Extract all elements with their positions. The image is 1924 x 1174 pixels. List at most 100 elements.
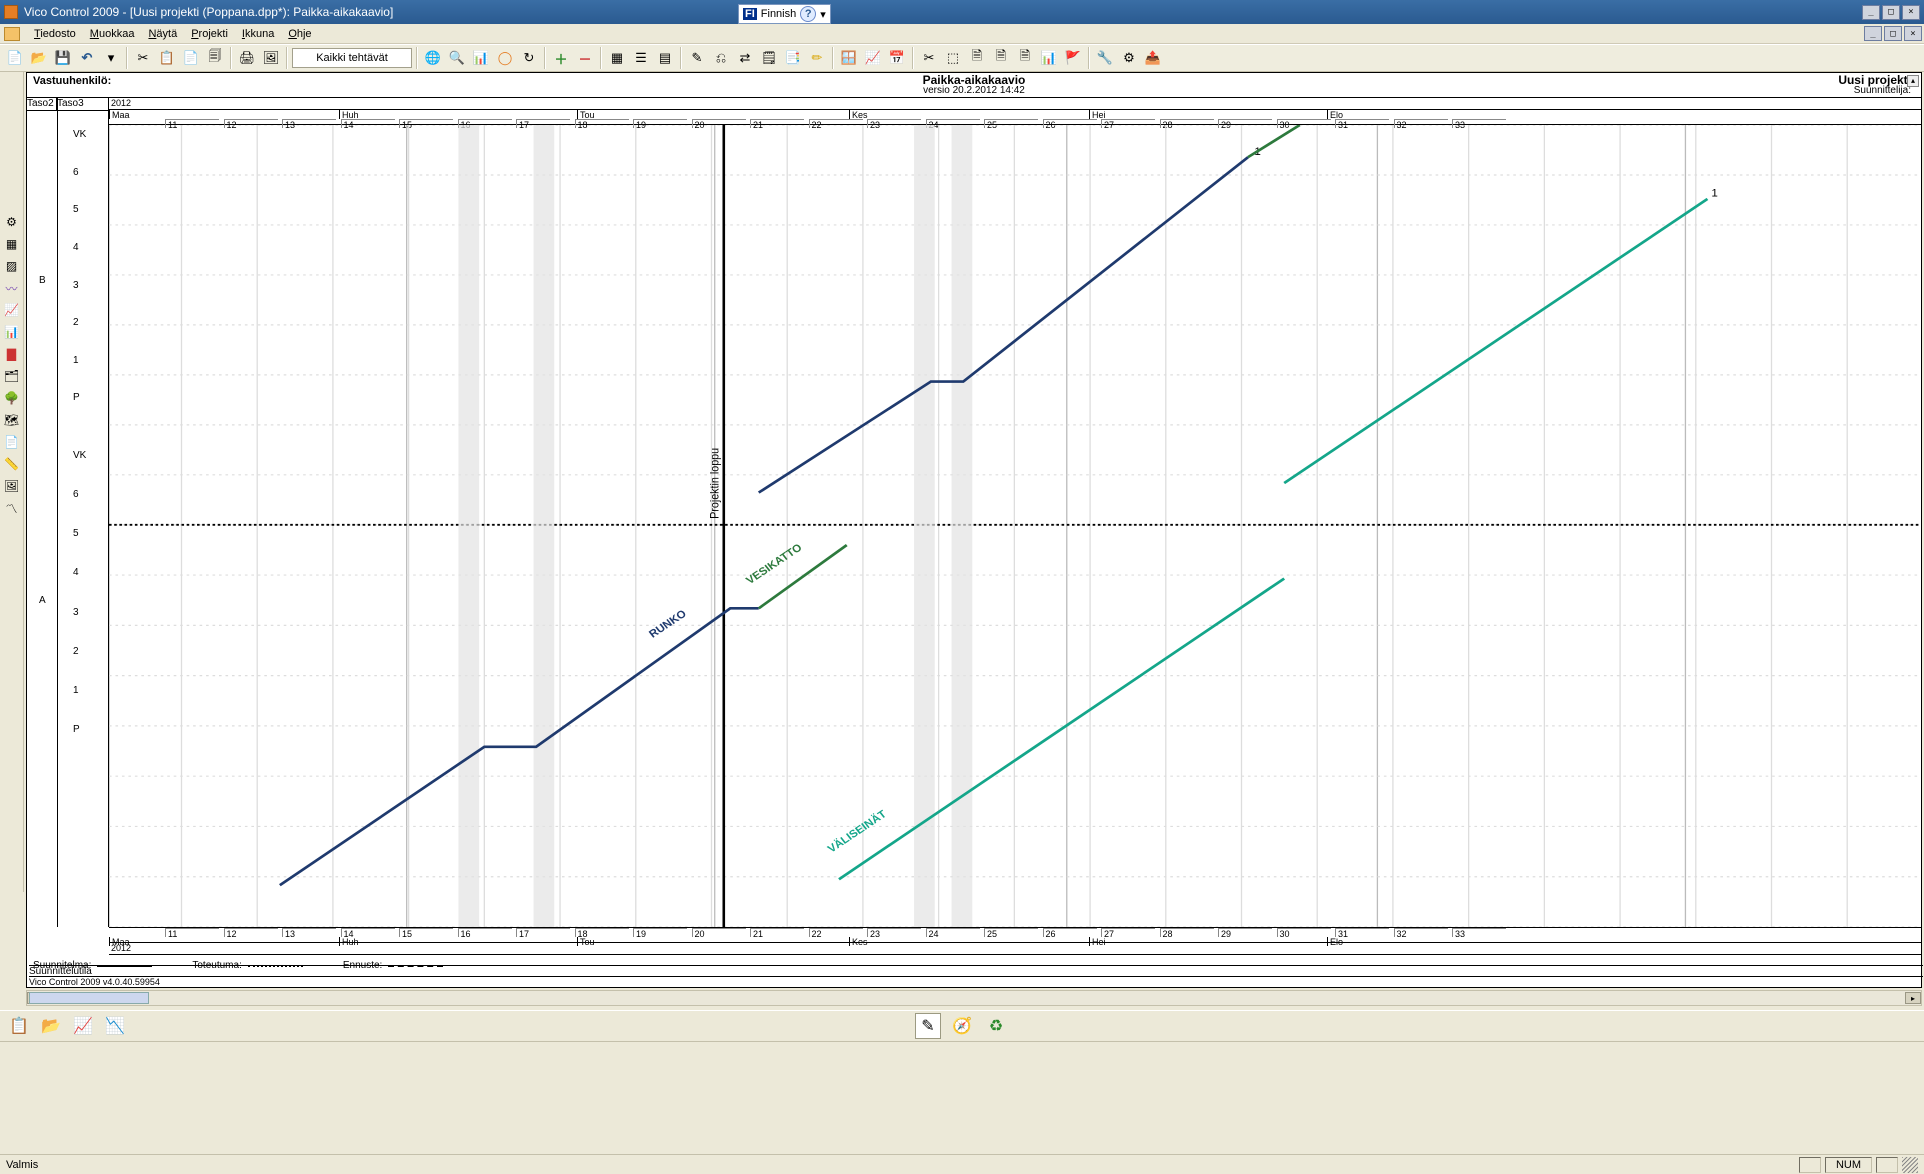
org-icon[interactable]: 🗺 <box>2 410 22 430</box>
note-icon[interactable]: 🗒 <box>758 47 780 69</box>
scroll-right-button[interactable]: ▸ <box>1905 992 1921 1004</box>
list-icon[interactable]: ☰ <box>630 47 652 69</box>
globe-icon[interactable]: 🌐 <box>422 47 444 69</box>
compass-icon[interactable]: 🧭 <box>949 1013 975 1039</box>
win-icon[interactable]: 🪟 <box>838 47 860 69</box>
mdi-close-button[interactable]: × <box>1904 26 1922 41</box>
save-icon[interactable]: 💾 <box>52 47 74 69</box>
gridview-icon[interactable]: ▦ <box>2 234 22 254</box>
menu-window[interactable]: Ikkuna <box>236 26 280 42</box>
scroll-thumb[interactable] <box>29 992 149 1004</box>
link-icon[interactable]: ⎌ <box>710 47 732 69</box>
chart-subtitle: versio 20.2.2012 14:42 <box>27 85 1921 96</box>
project-folder-icon[interactable] <box>4 27 20 41</box>
close-button[interactable]: × <box>1902 5 1920 20</box>
wrench-icon[interactable]: 🔧 <box>1094 47 1116 69</box>
grid-icon[interactable]: ▦ <box>606 47 628 69</box>
doc1-icon[interactable]: 🗎 <box>966 47 988 69</box>
level-tick: P <box>73 392 80 403</box>
doc2-icon[interactable]: 🗎 <box>990 47 1012 69</box>
language-selector[interactable]: FI Finnish ? ▾ <box>738 4 831 24</box>
menu-edit[interactable]: Muokkaa <box>84 26 141 42</box>
tree-icon[interactable]: 🌳 <box>2 388 22 408</box>
print-icon[interactable]: 🖨 <box>236 47 258 69</box>
remove-icon[interactable]: － <box>574 47 596 69</box>
ruler-icon[interactable]: 📏 <box>2 454 22 474</box>
doc3-icon[interactable]: 🗎 <box>1014 47 1036 69</box>
undo-icon[interactable]: ↶ <box>76 47 98 69</box>
week-label: 26 <box>1043 928 1097 937</box>
maximize-button[interactable]: □ <box>1882 5 1900 20</box>
open-icon[interactable]: 📂 <box>28 47 50 69</box>
filter-dropdown-label: Kaikki tehtävät <box>316 52 388 64</box>
add-icon[interactable]: ＋ <box>550 47 572 69</box>
week-label: 25 <box>984 928 1038 937</box>
week-label: 16 <box>458 928 512 937</box>
graph-icon[interactable]: 📈 <box>2 300 22 320</box>
dup-icon[interactable]: 🗐 <box>204 47 226 69</box>
resize-grip-icon[interactable] <box>1902 1157 1918 1173</box>
bottom-toolbar: 📋 📂 📈 📉 ✎ 🧭 ♻ <box>0 1010 1924 1042</box>
month-label: Huh <box>339 110 359 119</box>
hatch-icon[interactable]: ▨ <box>2 256 22 276</box>
cal-icon[interactable]: 📅 <box>886 47 908 69</box>
sel-icon[interactable]: ⬚ <box>942 47 964 69</box>
menu-help[interactable]: Ohje <box>282 26 317 42</box>
orange-icon[interactable]: ◯ <box>494 47 516 69</box>
redo-icon[interactable]: ▾ <box>100 47 122 69</box>
copy-icon[interactable]: 📋 <box>156 47 178 69</box>
view2-icon[interactable]: 📂 <box>38 1013 64 1039</box>
chart-collapse-button[interactable]: ▴ <box>1907 75 1919 87</box>
view3-icon[interactable]: 📈 <box>70 1013 96 1039</box>
edit-icon[interactable]: ✂ <box>918 47 940 69</box>
minimize-button[interactable]: _ <box>1862 5 1880 20</box>
cut-icon[interactable]: ✂ <box>132 47 154 69</box>
export-icon[interactable]: 📤 <box>1142 47 1164 69</box>
gantt-icon[interactable]: 📈 <box>862 47 884 69</box>
pic-icon[interactable]: 🖼 <box>2 476 22 496</box>
horizontal-scrollbar[interactable]: ◂ ▸ <box>26 990 1922 1006</box>
flowline-chart: Vastuuhenkilö: Paikka-aikakaavio versio … <box>26 72 1922 988</box>
loc-col-hdr-1: Taso2 <box>27 97 57 111</box>
mdi-minimize-button[interactable]: _ <box>1864 26 1882 41</box>
pencil-icon[interactable]: ✎ <box>686 47 708 69</box>
table-icon[interactable]: ▤ <box>654 47 676 69</box>
lines-icon[interactable]: 〰 <box>2 278 22 298</box>
menu-view[interactable]: Näytä <box>142 26 183 42</box>
unlink-icon[interactable]: ⇄ <box>734 47 756 69</box>
level-tick: 6 <box>73 167 79 178</box>
filter-dropdown[interactable]: Kaikki tehtävät <box>292 48 412 68</box>
zoom-icon[interactable]: 🔍 <box>446 47 468 69</box>
refresh-icon[interactable]: ↻ <box>518 47 540 69</box>
plot-area[interactable]: Projektin loppuRUNKOVESIKATTO1VÄLISEINÄT… <box>109 125 1921 927</box>
help-icon[interactable]: ? <box>800 6 816 22</box>
view4-icon[interactable]: 📉 <box>102 1013 128 1039</box>
docs-icon[interactable]: 📄 <box>2 432 22 452</box>
mdi-window-buttons: _ □ × <box>1864 26 1922 41</box>
copy2-icon[interactable]: 📑 <box>782 47 804 69</box>
recycle-icon[interactable]: ♻ <box>983 1013 1009 1039</box>
edit-mode-icon[interactable]: ✎ <box>915 1013 941 1039</box>
menu-project[interactable]: Projekti <box>185 26 234 42</box>
mdi-maximize-button[interactable]: □ <box>1884 26 1902 41</box>
paste-icon[interactable]: 📄 <box>180 47 202 69</box>
gear2-icon[interactable]: ⚙ <box>2 212 22 232</box>
loc-col-hdr-2: Taso3 <box>57 97 109 111</box>
level-tick: 3 <box>73 607 79 618</box>
flag-icon[interactable]: 🚩 <box>1062 47 1084 69</box>
bars-icon[interactable]: 📊 <box>2 322 22 342</box>
chart-icon[interactable]: 📊 <box>470 47 492 69</box>
stack-icon[interactable]: 🗂 <box>2 366 22 386</box>
preview-icon[interactable]: 🖼 <box>260 47 282 69</box>
report-icon[interactable]: 📊 <box>1038 47 1060 69</box>
month-label: Kes <box>849 110 868 119</box>
hist-icon[interactable]: ▇ <box>2 344 22 364</box>
gear-icon[interactable]: ⚙ <box>1118 47 1140 69</box>
lang-dropdown-icon[interactable]: ▾ <box>820 8 826 21</box>
new-icon[interactable]: 📄 <box>4 47 26 69</box>
menu-file[interactable]: Tiedosto <box>28 26 82 42</box>
week-label: 30 <box>1277 928 1331 937</box>
pen-icon[interactable]: ✏ <box>806 47 828 69</box>
view1-icon[interactable]: 📋 <box>6 1013 32 1039</box>
flow-icon[interactable]: 〽 <box>2 498 22 518</box>
